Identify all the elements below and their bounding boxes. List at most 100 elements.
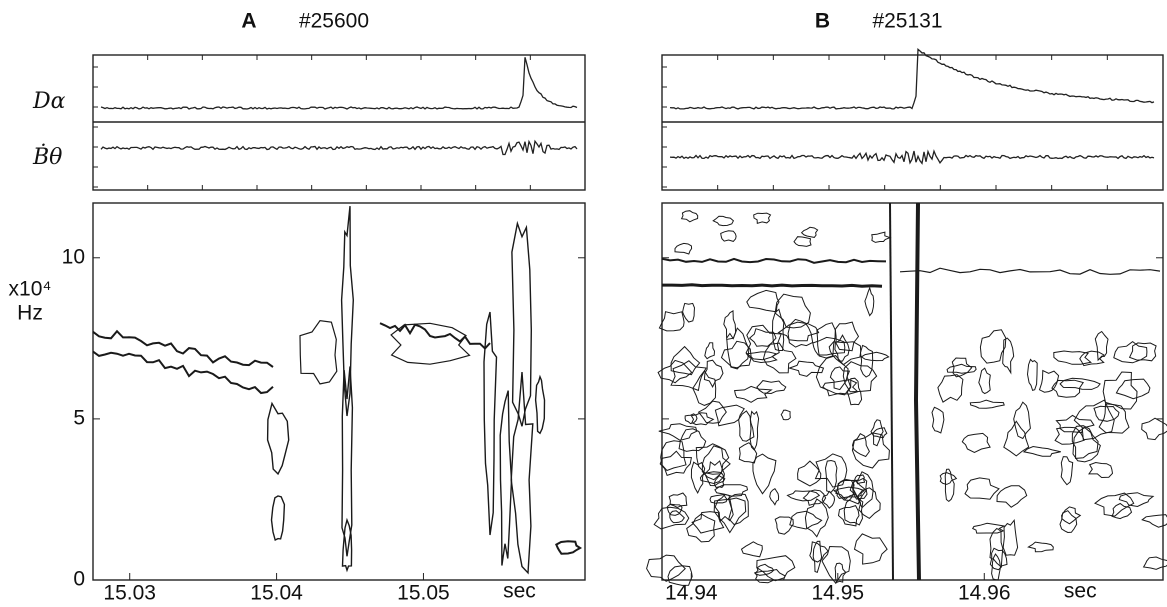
contour-line	[1141, 514, 1167, 528]
contour-line	[658, 423, 698, 441]
x-unit: sec	[1064, 580, 1097, 603]
contour-line	[849, 471, 874, 509]
y-label: x10⁴	[9, 278, 52, 301]
contour-line	[1051, 379, 1085, 398]
contour-line	[780, 409, 791, 421]
d-alpha-trace	[100, 57, 578, 110]
contour-line	[666, 503, 683, 516]
contour-line	[658, 311, 685, 332]
contour-line	[674, 242, 693, 255]
contour-line	[762, 342, 797, 374]
x-tick-label: 15.03	[103, 582, 156, 605]
contour-line	[978, 367, 991, 395]
contour-line	[92, 350, 274, 395]
contour-line	[748, 328, 777, 347]
contour-line	[851, 477, 868, 500]
y-label: Hz	[17, 302, 43, 325]
contour-line	[483, 311, 498, 536]
x-tick-label: 14.95	[812, 582, 865, 605]
contour-line	[913, 202, 921, 581]
contour-line	[1071, 425, 1099, 459]
contour-line	[660, 440, 687, 472]
contour-line	[939, 472, 958, 485]
contour-line	[668, 492, 688, 509]
contour-line	[341, 517, 353, 573]
contour-line	[1002, 519, 1019, 556]
contour-line	[754, 563, 775, 576]
contour-line	[989, 527, 1004, 569]
contour-line	[837, 504, 860, 527]
contour-line	[699, 471, 724, 485]
contour-line	[697, 400, 727, 424]
contour-line	[709, 494, 728, 504]
trace-label: Dα	[32, 89, 66, 114]
d-alpha-trace	[669, 47, 1155, 110]
contour-line	[653, 506, 690, 530]
contour-line	[756, 380, 787, 395]
b-theta-trace	[100, 139, 578, 156]
contour-line	[804, 498, 829, 538]
contour-line	[1118, 492, 1155, 508]
contour-line	[834, 334, 850, 362]
contour-line	[1079, 350, 1105, 367]
contour-line	[771, 308, 785, 351]
contour-line	[1013, 401, 1031, 440]
contour-line	[754, 568, 786, 584]
contour-line	[745, 351, 778, 364]
contour-line	[745, 324, 782, 361]
contour-line	[1027, 541, 1054, 553]
contour-line	[723, 310, 737, 340]
contour-line	[714, 493, 734, 523]
contour-line	[834, 321, 860, 352]
contour-line	[661, 257, 887, 264]
contour-line	[667, 565, 693, 586]
contour-line	[733, 385, 773, 403]
contour-line	[340, 206, 355, 417]
contour-line	[829, 366, 851, 391]
contour-line	[851, 433, 870, 458]
contour-line	[669, 510, 685, 524]
contour-line	[828, 341, 862, 366]
contour-line	[769, 488, 780, 506]
contour-line	[1094, 330, 1109, 362]
contour-line	[738, 442, 758, 464]
contour-line	[1094, 492, 1135, 517]
contour-line	[851, 432, 890, 469]
contour-line	[789, 510, 823, 530]
contour-line	[1060, 456, 1074, 486]
contour-line	[680, 210, 699, 223]
contour-line	[872, 427, 888, 439]
contour-line	[670, 345, 701, 376]
contour-line	[889, 202, 894, 581]
y-tick-label: 0	[73, 568, 85, 591]
panel-shot: #25131	[872, 10, 942, 33]
contour-line	[1128, 342, 1157, 362]
contour-line	[690, 461, 706, 495]
contour-line	[786, 490, 821, 502]
contour-line	[555, 540, 583, 555]
contour-line	[1093, 405, 1120, 422]
contour-line	[701, 445, 731, 481]
contour-line	[802, 489, 827, 506]
contour-line	[720, 340, 752, 369]
contour-line	[1073, 399, 1115, 441]
contour-line	[534, 374, 546, 435]
contour-line	[1022, 445, 1061, 457]
contour-line	[871, 231, 892, 243]
contour-line	[92, 329, 274, 368]
contour-line	[510, 371, 534, 575]
contour-line	[1115, 378, 1151, 400]
contour-line	[1113, 340, 1148, 364]
x-tick-label: 14.96	[958, 582, 1011, 605]
contour-line	[1098, 403, 1130, 434]
contour-line	[1111, 502, 1133, 520]
contour-line	[857, 487, 881, 520]
contour-line	[1142, 556, 1167, 570]
contour-line	[299, 319, 338, 385]
contour-line	[1072, 426, 1101, 463]
contour-line	[511, 220, 533, 427]
contour-line	[646, 554, 686, 582]
contour-line	[1002, 337, 1015, 375]
contour-line	[712, 215, 735, 227]
